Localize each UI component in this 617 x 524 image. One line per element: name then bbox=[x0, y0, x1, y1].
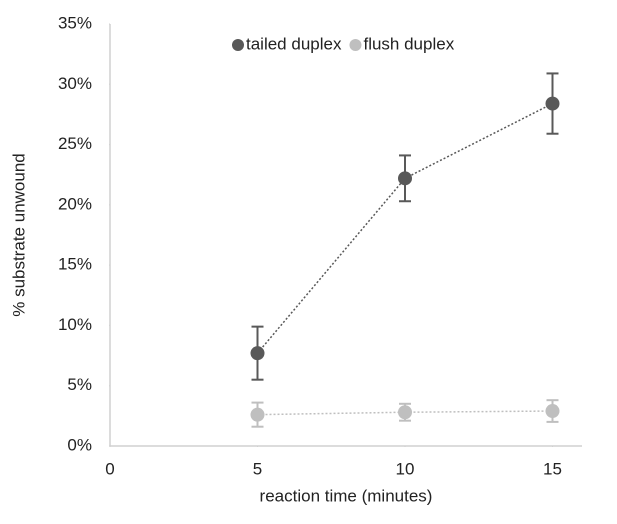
y-tick-label: 0% bbox=[67, 435, 92, 454]
data-point bbox=[545, 404, 560, 419]
x-tick-label: 0 bbox=[105, 459, 114, 478]
series-line bbox=[256, 102, 553, 354]
series-line bbox=[257, 410, 553, 416]
legend-marker bbox=[232, 39, 244, 51]
data-point bbox=[250, 346, 265, 361]
x-tick-label: 15 bbox=[543, 459, 562, 478]
y-tick-label: 30% bbox=[58, 74, 92, 93]
legend-label: flush duplex bbox=[363, 34, 454, 53]
data-point bbox=[250, 407, 265, 422]
y-tick-label: 25% bbox=[58, 134, 92, 153]
x-tick-label: 10 bbox=[396, 459, 415, 478]
y-tick-label: 35% bbox=[58, 13, 92, 32]
y-tick-label: 20% bbox=[58, 194, 92, 213]
data-point bbox=[398, 405, 412, 420]
legend-label: tailed duplex bbox=[246, 34, 342, 53]
data-point bbox=[545, 96, 560, 111]
x-tick-label: 5 bbox=[253, 459, 262, 478]
x-axis-label: reaction time (minutes) bbox=[260, 486, 433, 505]
y-tick-label: 10% bbox=[58, 315, 92, 334]
y-axis-label: % substrate unwound bbox=[9, 153, 28, 317]
data-point bbox=[398, 171, 412, 186]
y-tick-label: 15% bbox=[58, 255, 92, 274]
y-tick-label: 5% bbox=[67, 375, 92, 394]
legend-marker bbox=[349, 39, 362, 51]
